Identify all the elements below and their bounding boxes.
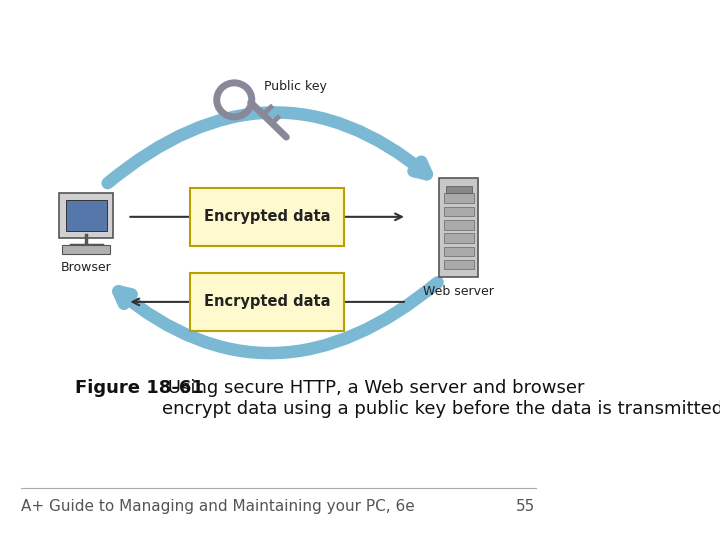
- Text: Public key: Public key: [264, 80, 328, 93]
- FancyBboxPatch shape: [190, 273, 344, 331]
- FancyBboxPatch shape: [60, 193, 113, 238]
- Text: Using secure HTTP, a Web server and browser
encrypt data using a public key befo: Using secure HTTP, a Web server and brow…: [162, 379, 720, 418]
- Text: Figure 18-61: Figure 18-61: [76, 379, 204, 397]
- FancyBboxPatch shape: [444, 207, 474, 217]
- Text: A+ Guide to Managing and Maintaining your PC, 6e: A+ Guide to Managing and Maintaining you…: [21, 498, 414, 514]
- FancyBboxPatch shape: [190, 187, 344, 246]
- Text: Web server: Web server: [423, 285, 495, 298]
- Text: Encrypted data: Encrypted data: [204, 210, 330, 224]
- FancyBboxPatch shape: [62, 245, 110, 254]
- FancyBboxPatch shape: [439, 178, 478, 277]
- FancyBboxPatch shape: [444, 193, 474, 203]
- FancyBboxPatch shape: [446, 186, 472, 193]
- FancyBboxPatch shape: [444, 247, 474, 256]
- Text: Browser: Browser: [61, 261, 112, 274]
- FancyBboxPatch shape: [444, 233, 474, 243]
- Text: Encrypted data: Encrypted data: [204, 294, 330, 309]
- FancyBboxPatch shape: [444, 260, 474, 269]
- Circle shape: [227, 92, 242, 107]
- FancyBboxPatch shape: [444, 220, 474, 229]
- Text: 55: 55: [516, 498, 536, 514]
- FancyBboxPatch shape: [66, 200, 107, 231]
